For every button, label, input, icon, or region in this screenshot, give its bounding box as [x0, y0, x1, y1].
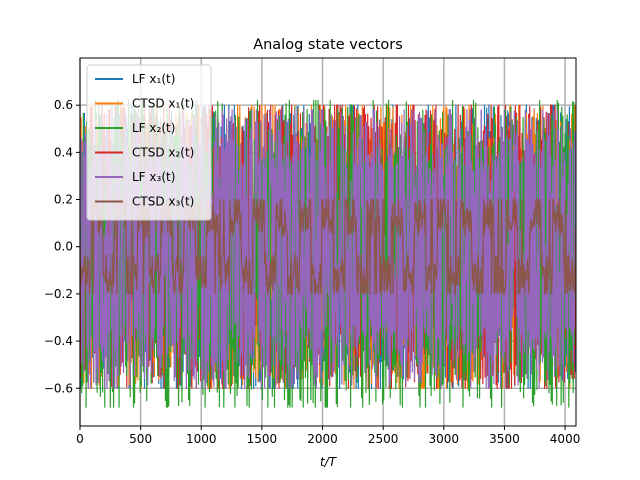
y-tick-label: 0.6 [54, 98, 73, 112]
y-tick-label: 0.0 [54, 240, 73, 254]
x-tick-label: 1500 [247, 432, 278, 446]
legend-entry: CTSD x₁(t) [132, 97, 194, 111]
legend-entry: LF x₁(t) [132, 72, 175, 86]
x-tick-label: 4000 [550, 432, 581, 446]
legend: LF x₁(t) CTSD x₁(t) LF x₂(t) CTSD x₂(t) LF x… [86, 64, 212, 221]
x-tick-label: 3500 [489, 432, 520, 446]
legend-entry: CTSD x₃(t) [132, 195, 194, 209]
y-tick-label: −0.4 [44, 334, 73, 348]
x-tick-label: 2000 [307, 432, 338, 446]
legend-entry: LF x₂(t) [132, 121, 175, 135]
y-tick-label: 0.4 [54, 145, 73, 159]
x-tick-label: 2500 [368, 432, 399, 446]
plot-frame [79, 57, 577, 427]
x-tick-label: 0 [76, 432, 84, 446]
x-tick-label: 3000 [429, 432, 460, 446]
x-axis-label: t/T [320, 455, 338, 469]
legend-entry: CTSD x₂(t) [132, 146, 194, 160]
y-tick-label: 0.2 [54, 193, 73, 207]
chart-title: Analog state vectors [253, 37, 403, 53]
ticks: 0 500 1000 1500 2000 2500 3000 3500 4000 −0.6 −0.4… [44, 98, 580, 446]
legend-entry: LF x₃(t) [132, 170, 175, 184]
y-tick-label: −0.2 [44, 287, 73, 301]
x-tick-label: 500 [129, 432, 152, 446]
y-tick-label: −0.6 [44, 381, 73, 395]
x-tick-label: 1000 [186, 432, 217, 446]
